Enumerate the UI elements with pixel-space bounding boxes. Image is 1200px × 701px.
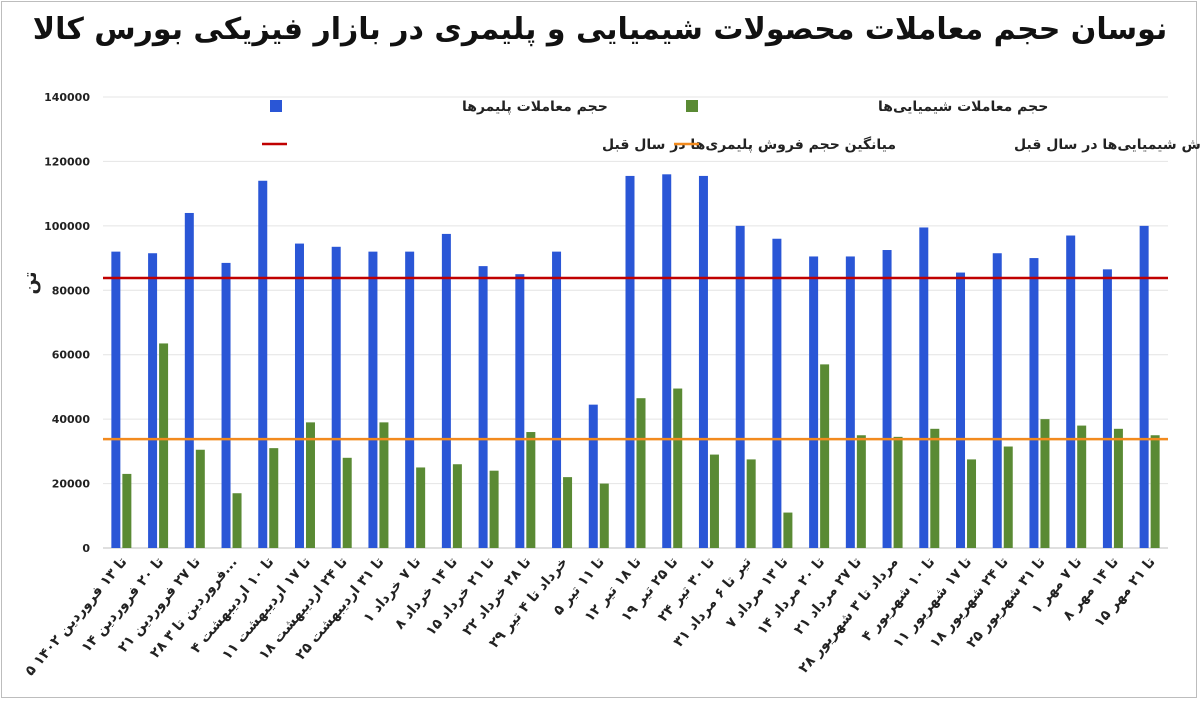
bar-polymer bbox=[294, 243, 304, 548]
y-tick-label: 40000 bbox=[52, 413, 91, 426]
y-tick-label: 80000 bbox=[52, 284, 91, 297]
y-tick-label: 100000 bbox=[44, 220, 90, 233]
bar-chemical bbox=[452, 464, 462, 548]
bar-chemical bbox=[232, 493, 242, 548]
bar-chemical bbox=[342, 457, 352, 548]
bar-chemical bbox=[1003, 446, 1013, 548]
bar-polymer bbox=[662, 174, 672, 549]
bar-polymer bbox=[772, 238, 782, 548]
bar-chemical bbox=[967, 459, 977, 548]
bar-polymer bbox=[331, 246, 341, 548]
y-tick-label: 140000 bbox=[44, 91, 90, 104]
y-tick-label: 20000 bbox=[52, 478, 91, 491]
bar-polymer bbox=[919, 227, 929, 549]
bar-chemical bbox=[195, 449, 205, 548]
bar-chemical bbox=[305, 422, 315, 548]
bar-chemical bbox=[159, 343, 169, 548]
bar-chemical bbox=[783, 512, 793, 548]
bar-polymer bbox=[258, 180, 268, 548]
bar-polymer bbox=[735, 225, 745, 548]
bar-polymer bbox=[368, 251, 378, 548]
bar-chemical bbox=[1113, 428, 1123, 548]
legend-label: میانگین حجم فروش پلیمری‌ها در سال قبل bbox=[602, 136, 896, 153]
y-tick-label: 120000 bbox=[44, 155, 90, 168]
bar-chemical bbox=[746, 459, 756, 548]
bar-chemical bbox=[416, 467, 426, 548]
chart-title: نوسان حجم معاملات محصولات شیمیایی و پلیم… bbox=[32, 12, 1168, 47]
bar-chemical bbox=[673, 388, 683, 548]
bar-polymer bbox=[405, 251, 415, 548]
legend-swatch bbox=[270, 100, 282, 112]
bar-polymer bbox=[1029, 258, 1039, 548]
bar-polymer bbox=[552, 251, 562, 548]
bar-polymer bbox=[625, 175, 635, 549]
bar-chemical bbox=[1040, 419, 1050, 548]
bar-polymer bbox=[956, 272, 966, 548]
bar-polymer bbox=[1102, 269, 1112, 548]
bar-chemical bbox=[856, 435, 866, 548]
bar-chemical bbox=[709, 454, 719, 548]
bar-polymer bbox=[478, 266, 488, 548]
bar-chemical bbox=[489, 470, 499, 548]
y-tick-label: 0 bbox=[82, 542, 90, 555]
bar-polymer bbox=[1139, 225, 1149, 548]
legend-swatch bbox=[686, 100, 698, 112]
y-tick-label: 60000 bbox=[52, 349, 91, 362]
bar-polymer bbox=[148, 253, 158, 548]
bar-chemical bbox=[636, 398, 646, 548]
bar-polymer bbox=[111, 251, 121, 548]
bar-chemical bbox=[122, 473, 132, 548]
bar-polymer bbox=[515, 274, 525, 548]
bar-chemical bbox=[526, 432, 536, 548]
bar-chemical bbox=[930, 428, 940, 548]
bar-polymer bbox=[992, 253, 1002, 548]
bar-chemical bbox=[269, 448, 279, 548]
bar-chemical bbox=[1077, 425, 1087, 548]
bar-chemical bbox=[893, 436, 903, 548]
bar-chemical bbox=[599, 483, 609, 548]
legend-label: حجم معاملات شیمیایی‌ها bbox=[878, 99, 1048, 115]
bar-polymer bbox=[845, 256, 855, 548]
bar-polymer bbox=[588, 404, 598, 548]
bar-polymer bbox=[184, 212, 194, 548]
bar-polymer bbox=[1066, 235, 1076, 548]
bar-polymer bbox=[441, 233, 451, 549]
bar-chemical bbox=[820, 364, 830, 548]
bar-chemical bbox=[1150, 435, 1160, 548]
y-axis-label: تن bbox=[20, 272, 41, 295]
bar-chemical bbox=[379, 422, 389, 548]
legend-label: میانگین حجم فروش شیمیایی‌ها در سال قبل bbox=[1014, 136, 1200, 153]
bar-polymer bbox=[221, 262, 231, 548]
legend-label: حجم معاملات پلیمرها bbox=[462, 99, 608, 115]
bar-polymer bbox=[698, 175, 708, 549]
bar-polymer bbox=[882, 250, 892, 548]
bar-chemical bbox=[563, 477, 573, 548]
bar-polymer bbox=[809, 256, 819, 548]
